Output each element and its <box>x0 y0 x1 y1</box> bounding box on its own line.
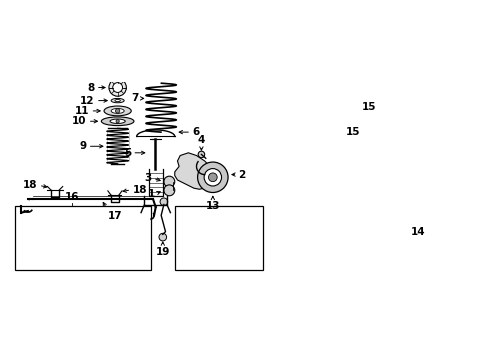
Circle shape <box>109 79 126 96</box>
Circle shape <box>376 124 381 129</box>
Text: 10: 10 <box>72 116 87 126</box>
Ellipse shape <box>110 119 125 123</box>
Text: 16: 16 <box>65 192 80 202</box>
Circle shape <box>113 83 122 93</box>
Text: 7: 7 <box>131 93 138 103</box>
Text: 2: 2 <box>239 170 245 180</box>
Circle shape <box>116 120 119 123</box>
Circle shape <box>408 130 420 143</box>
Ellipse shape <box>104 106 131 116</box>
Circle shape <box>164 176 175 187</box>
Text: 13: 13 <box>206 201 220 211</box>
Text: 11: 11 <box>75 106 89 116</box>
Ellipse shape <box>393 140 403 146</box>
Text: 15: 15 <box>362 102 376 112</box>
Text: 6: 6 <box>192 127 199 137</box>
Circle shape <box>160 198 168 206</box>
Text: 18: 18 <box>23 180 38 190</box>
Circle shape <box>197 162 228 193</box>
Text: 15: 15 <box>346 127 360 137</box>
Ellipse shape <box>101 117 134 126</box>
Circle shape <box>208 173 217 182</box>
Circle shape <box>198 151 205 158</box>
Text: 8: 8 <box>88 82 95 93</box>
Text: 19: 19 <box>156 247 170 257</box>
Text: 5: 5 <box>124 148 131 158</box>
Bar <box>15 206 151 270</box>
PathPatch shape <box>379 117 452 158</box>
Circle shape <box>373 121 384 132</box>
Circle shape <box>159 233 167 241</box>
Circle shape <box>394 103 402 111</box>
Text: 14: 14 <box>410 227 425 237</box>
Circle shape <box>116 109 120 113</box>
Ellipse shape <box>111 98 124 103</box>
Circle shape <box>164 185 175 196</box>
Text: 4: 4 <box>198 135 205 145</box>
Text: 9: 9 <box>79 141 87 151</box>
Text: 18: 18 <box>132 185 147 195</box>
Ellipse shape <box>111 108 124 113</box>
Circle shape <box>204 168 221 186</box>
Bar <box>175 206 263 270</box>
Text: 12: 12 <box>80 96 95 105</box>
Circle shape <box>390 99 405 114</box>
Text: 3: 3 <box>145 174 152 183</box>
Circle shape <box>442 234 451 243</box>
Text: 1: 1 <box>147 189 155 199</box>
Ellipse shape <box>115 99 121 102</box>
PathPatch shape <box>439 224 454 240</box>
PathPatch shape <box>175 153 213 189</box>
Text: 17: 17 <box>108 211 122 221</box>
